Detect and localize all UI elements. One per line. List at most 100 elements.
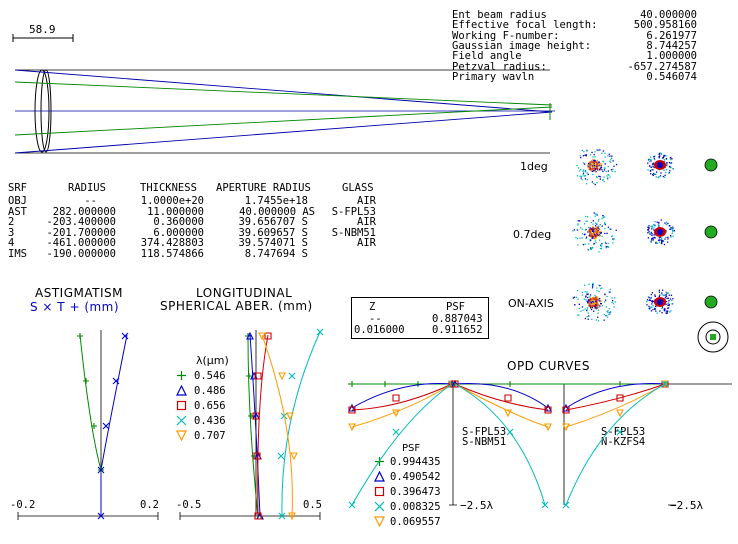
spot-diagram-left xyxy=(587,296,589,299)
spot-diagram-left xyxy=(604,293,606,295)
airy-disk-inner xyxy=(705,329,721,345)
spot-diagram-left xyxy=(582,155,584,157)
spot-diagram-left xyxy=(581,149,583,152)
info-value: 0.546074 xyxy=(646,70,697,83)
spot-core-left xyxy=(590,307,593,309)
legend-marker-icon xyxy=(176,385,187,396)
spot-core-left xyxy=(590,233,592,235)
spot-core-left xyxy=(592,165,595,167)
table-cell-aperture: 40.000000 AS xyxy=(239,205,315,218)
spot-core-left xyxy=(600,230,602,232)
spot-diagram-mid xyxy=(670,294,673,296)
spot-diagram-left xyxy=(581,237,583,239)
spot-diagram-mid xyxy=(661,307,663,310)
spot-marker-left xyxy=(589,298,598,307)
spot-core-left xyxy=(593,161,596,164)
table-cell-radius: -- xyxy=(84,195,97,207)
spot-diagram-mid xyxy=(652,239,654,241)
spot-diagram-mid xyxy=(655,310,657,312)
spot-diagram-left xyxy=(601,152,603,154)
spot-diagram-left xyxy=(592,283,594,285)
spot-core-left xyxy=(592,232,595,234)
spot-core-left xyxy=(595,236,597,239)
spot-diagram-mid xyxy=(672,230,674,233)
spherical-marker xyxy=(258,332,266,341)
opd-marker-icon xyxy=(374,516,385,527)
spot-diagram-left xyxy=(592,156,594,158)
spot-diagram-left xyxy=(593,306,596,308)
spot-diagram-left xyxy=(576,229,579,231)
opd-marker xyxy=(504,394,512,402)
spot-core-left xyxy=(591,296,594,299)
spot-diagram-left xyxy=(582,162,585,164)
spot-diagram-left xyxy=(608,291,610,293)
spot-diagram-left xyxy=(610,159,612,161)
spot-diagram-left xyxy=(581,294,584,296)
sph-xmin: -0.5 xyxy=(176,499,202,511)
spot-diagram-left xyxy=(578,170,581,172)
table-cell-glass: S-NBM51 xyxy=(331,226,376,239)
table-header: THICKNESS xyxy=(140,182,197,194)
spot-diagram-left xyxy=(596,182,598,184)
spot-diagram-left xyxy=(607,155,609,157)
spot-core-left xyxy=(595,230,597,232)
spot-diagram-mid xyxy=(651,238,653,240)
spot-diagram-left xyxy=(598,284,600,286)
sagittal-curve xyxy=(100,334,128,516)
lambda-title: λ(μm) xyxy=(196,354,229,367)
spot-diagram-mid xyxy=(670,228,672,230)
spot-diagram-left xyxy=(606,314,608,317)
spot-core-left xyxy=(589,227,591,229)
spot-diagram-left xyxy=(594,294,596,297)
spot-diagram-mid xyxy=(670,227,673,229)
spot-diagram-mid xyxy=(672,168,674,170)
spot-diagram-left xyxy=(594,183,596,186)
spot-diagram-mid xyxy=(663,159,666,161)
opd-marker xyxy=(507,381,513,387)
spot-green-right xyxy=(704,158,718,172)
spot-diagram-left xyxy=(585,154,587,156)
spot-diagram-mid xyxy=(653,234,655,236)
spot-diagram-left xyxy=(585,237,587,240)
spot-diagram-mid xyxy=(665,294,667,296)
spot-core-left xyxy=(593,233,596,235)
spot-diagram-mid xyxy=(648,308,651,310)
spot-diagram-left xyxy=(584,317,587,320)
spot-core-left xyxy=(587,166,589,168)
spot-diagram-mid xyxy=(666,311,668,313)
spot-diagram-left xyxy=(595,242,597,244)
spot-diagram-left xyxy=(603,181,605,183)
spot-diagram-mid xyxy=(669,170,671,172)
spherical-marker xyxy=(253,452,261,460)
spot-diagram-left xyxy=(589,154,592,156)
spot-diagram-left xyxy=(606,232,608,234)
spot-diagram-left xyxy=(589,239,591,241)
spherical-title-2: SPHERICAL ABER. (mm) xyxy=(160,299,313,313)
wavelength-legend-item: 0.486 xyxy=(176,385,246,397)
spot-diagram-left xyxy=(610,157,613,159)
spot-marker-left xyxy=(589,161,598,170)
spot-core-left xyxy=(592,300,595,302)
spot-diagram-left xyxy=(597,316,599,318)
spot-diagram-left xyxy=(602,161,605,163)
spot-diagram-left xyxy=(608,174,610,176)
spot-diagram-mid xyxy=(665,291,667,293)
spot-marker-left xyxy=(589,228,598,237)
spot-diagram-left xyxy=(583,151,585,153)
spot-diagram-left xyxy=(606,246,608,248)
spot-diagram-left xyxy=(610,169,613,171)
spot-diagram-mid xyxy=(653,156,655,158)
info-value: -657.274587 xyxy=(627,60,697,73)
spot-diagram-left xyxy=(586,308,588,311)
spot-diagram-left xyxy=(592,285,594,287)
table-cell-aperture: 39.574071 S xyxy=(238,237,308,249)
spot-diagram-mid xyxy=(650,160,652,162)
spherical-marker xyxy=(277,452,285,460)
spot-diagram-mid xyxy=(665,300,668,303)
info-value: 8.744257 xyxy=(646,39,697,52)
spot-diagram-left xyxy=(615,229,617,231)
spot-diagram-mid xyxy=(654,221,656,223)
spot-core-left xyxy=(597,305,599,307)
spot-core-left xyxy=(593,164,596,167)
spot-diagram-left xyxy=(578,303,580,305)
